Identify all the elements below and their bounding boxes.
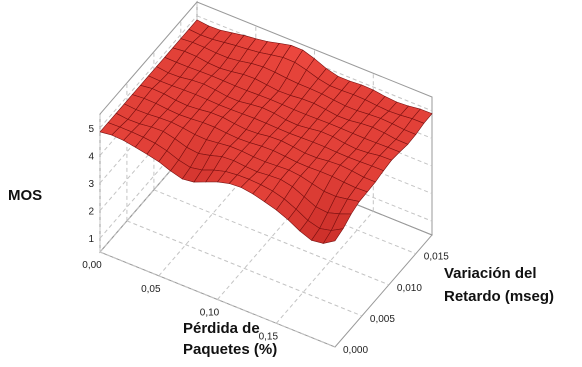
x-tick-label: 0,10 — [200, 308, 220, 319]
z-gridline-left — [99, 15, 198, 129]
tick-labels: 1 2 3 4 5 0,00 0,05 0,10 0,15 0,000 0,005 0,010 0,01… — [82, 124, 449, 356]
y-axis-label-line1: Variación del — [444, 265, 537, 282]
z-gridline-left — [99, 125, 198, 239]
x-tick-label: 0,15 — [259, 331, 279, 342]
x-axis-label-line2: Paquetes (%) — [183, 341, 277, 358]
x-axis-label-line1: Pérdida de — [183, 320, 260, 337]
y-tick-label: 0,010 — [397, 283, 422, 294]
z-tick-label: 3 — [88, 179, 94, 190]
x-gridline-floor — [217, 187, 315, 300]
surface-cell — [322, 228, 344, 244]
y-axis-label-line2: Retardo (mseg) — [444, 288, 554, 305]
z-tick-label: 1 — [88, 234, 94, 245]
z-tick-label: 2 — [88, 207, 94, 218]
x-gridline-floor — [275, 210, 374, 324]
z-gridline-left — [99, 98, 198, 211]
x-gridline-floor — [99, 139, 198, 253]
y-tick-label: 0,000 — [343, 345, 368, 356]
z-tick-label: 5 — [88, 124, 94, 135]
x-tick-label: 0,05 — [141, 284, 161, 295]
y-gridline-floor — [153, 189, 390, 286]
y-tick-label: 0,015 — [424, 252, 449, 263]
y-tick-label: 0,005 — [370, 314, 395, 325]
surface-mesh — [99, 19, 433, 244]
x-gridline-floor — [158, 163, 257, 277]
z-gridline-left — [99, 70, 198, 184]
y-gridline-floor — [126, 220, 363, 317]
z-tick-label: 4 — [88, 151, 94, 162]
x-tick-label: 0,00 — [82, 260, 102, 271]
y-gridline-floor — [99, 251, 336, 348]
z-axis-label: MOS — [8, 187, 42, 204]
